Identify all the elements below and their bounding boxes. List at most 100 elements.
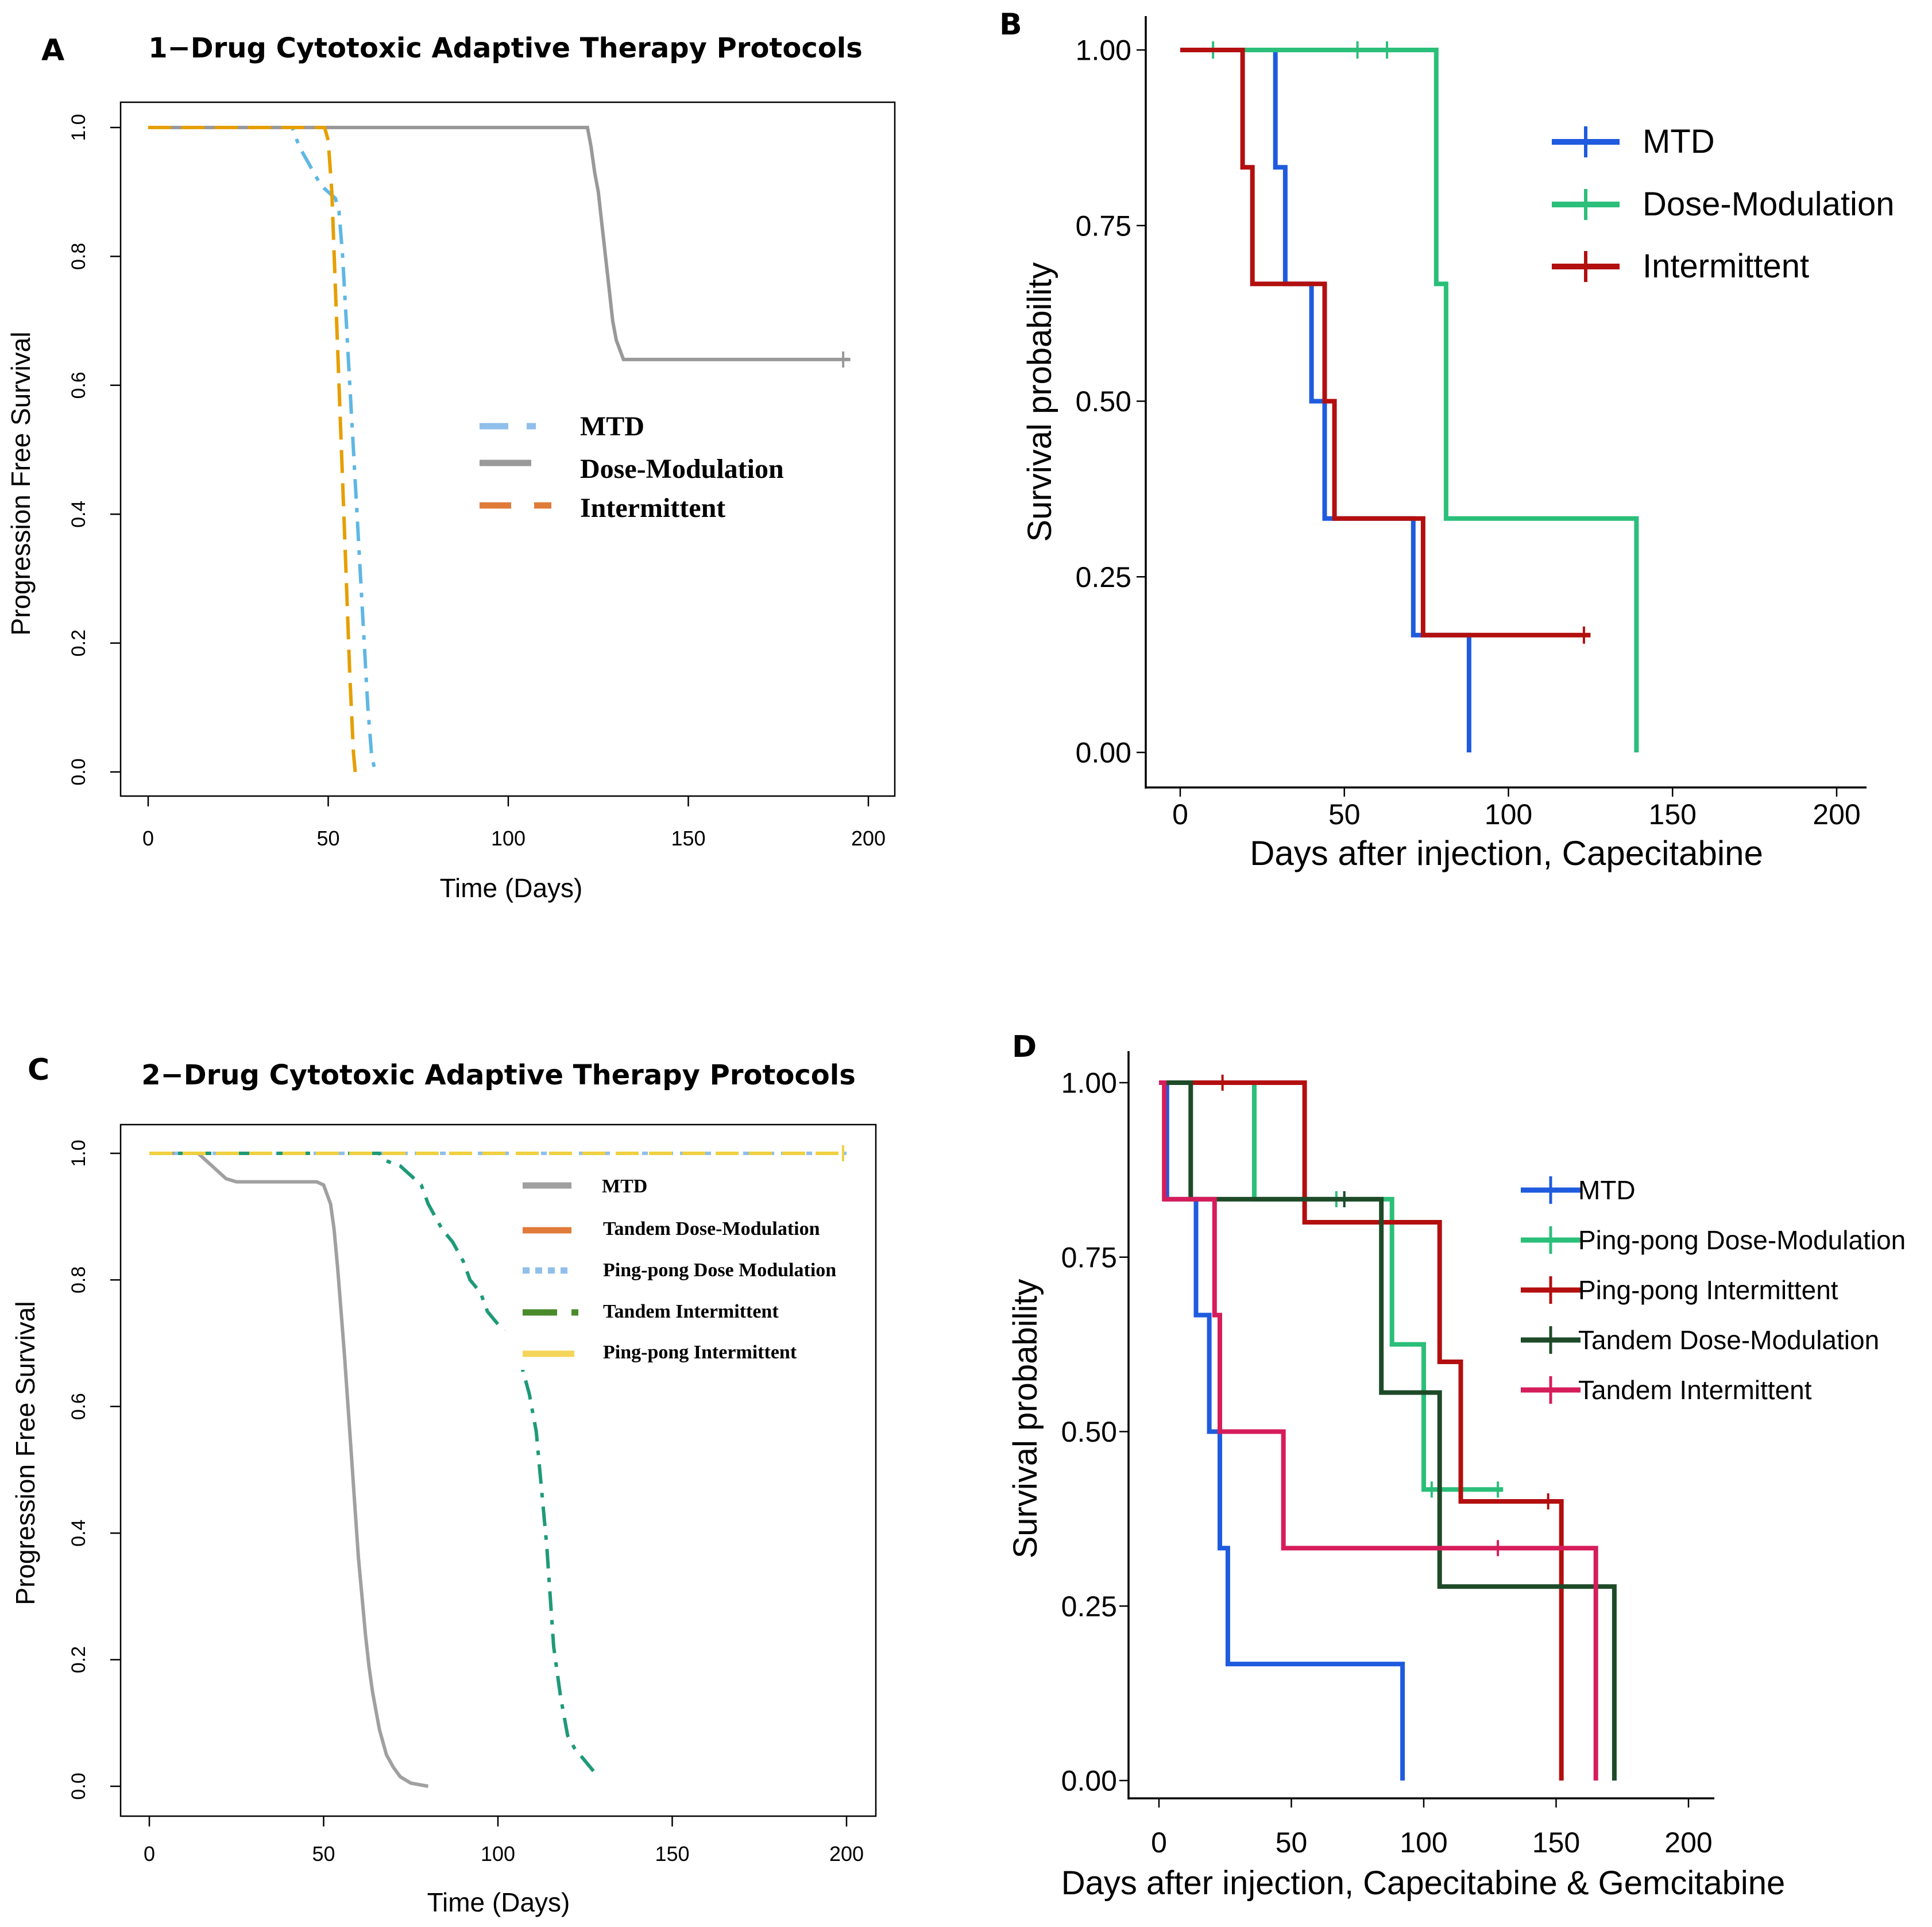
panel-b-xtick-label: 100 bbox=[1485, 798, 1532, 831]
panel-a-ytick-label: 1.0 bbox=[68, 114, 90, 141]
panel-a-legend: MTD Dose-Modulation Intermittent bbox=[480, 411, 784, 523]
panel-a-series-mtd bbox=[148, 126, 377, 773]
panel-a-x-axis: 0 50 100 150 200 bbox=[142, 796, 886, 850]
panel-c-xtick-label: 0 bbox=[144, 1842, 155, 1866]
panel-d-series-ping-pong-dose-modulation bbox=[1159, 1080, 1504, 1492]
panel-b-series-intermittent bbox=[1180, 48, 1591, 638]
panel-a-xlabel: Time (Days) bbox=[440, 873, 583, 903]
panel-a-ytick-label: 0.8 bbox=[68, 243, 90, 270]
panel-c-ytick-label: 0.0 bbox=[68, 1772, 90, 1799]
panel-c-xtick-label: 100 bbox=[481, 1842, 515, 1866]
legend-label-ping-pong-dose-modulation: Ping-pong Dose Modulation bbox=[603, 1260, 836, 1281]
panel-c-ylabel: Progression Free Survival bbox=[10, 1301, 40, 1605]
panel-a-series-dose-modulation bbox=[148, 126, 851, 361]
panel-b-xtick-label: 150 bbox=[1649, 798, 1697, 831]
panel-b-ytick-label: 1.00 bbox=[1076, 34, 1131, 67]
panel-b-xtick-label: 0 bbox=[1172, 798, 1188, 831]
panel-d-xtick-label: 100 bbox=[1400, 1826, 1447, 1859]
panel-a-xtick-label: 100 bbox=[491, 827, 525, 850]
legend-label-intermittent: Intermittent bbox=[1643, 248, 1809, 285]
panel-a-ylabel: Progression Free Survival bbox=[6, 331, 36, 635]
panel-d-xtick-label: 50 bbox=[1276, 1826, 1308, 1859]
panel-b-ytick-label: 0.75 bbox=[1076, 210, 1131, 242]
panel-b-xtick-label: 200 bbox=[1813, 798, 1860, 831]
panel-d-ytick-label: 1.00 bbox=[1061, 1067, 1117, 1099]
panel-c-xlabel: Time (Days) bbox=[427, 1887, 570, 1917]
legend-tandem-intermittent-label: Tandem Intermittent bbox=[1578, 1375, 1812, 1405]
panel-d-legend: MTD Ping-pong Dose-Modulation Ping-pong In… bbox=[1521, 1175, 1906, 1405]
panel-d-ytick-label: 0.25 bbox=[1061, 1590, 1117, 1623]
panel-d-series-ping-pong-intermittent bbox=[1159, 1080, 1564, 1781]
panel-b-x-axis: 0 50 100 150 200 bbox=[1172, 787, 1861, 831]
panel-b-ytick-label: 0.50 bbox=[1076, 385, 1131, 418]
panel-a-xtick-label: 0 bbox=[142, 827, 154, 850]
panel-a-plot-box bbox=[119, 101, 896, 797]
legend-label-ping-pong-intermittent: Ping-pong Intermittent bbox=[603, 1342, 797, 1363]
panel-d-x-axis: 0 50 100 150 200 bbox=[1151, 1798, 1713, 1859]
panel-c-x-axis: 0 50 100 150 200 bbox=[144, 1816, 864, 1866]
panel-c-ytick-label: 0.2 bbox=[68, 1646, 90, 1673]
panel-b-xlabel: Days after injection, Capecitabine bbox=[1250, 834, 1763, 872]
panel-d: D 0.00 0.25 0.50 0.75 1.00 0 50 100 150 200 Days… bbox=[1007, 1030, 1906, 1902]
panel-d-xtick-label: 150 bbox=[1532, 1826, 1580, 1859]
legend-ping-pong-dose-modulation-label: Ping-pong Dose-Modulation bbox=[1578, 1225, 1906, 1255]
panel-c: C 2−Drug Cytotoxic Adaptive Therapy Prot… bbox=[10, 1053, 877, 1917]
panel-c-ytick-label: 1.0 bbox=[68, 1140, 90, 1167]
panel-a-xtick-label: 200 bbox=[851, 827, 886, 850]
panel-a: A 1−Drug Cytotoxic Adaptive Therapy Prot… bbox=[6, 32, 896, 903]
panel-d-y-axis: 0.00 0.25 0.50 0.75 1.00 bbox=[1061, 1067, 1129, 1797]
panel-b-series-mtd bbox=[1180, 48, 1471, 752]
panel-c-ytick-label: 0.8 bbox=[68, 1266, 90, 1293]
panel-b-series bbox=[1180, 41, 1639, 752]
panel-letter-b: B bbox=[999, 7, 1022, 42]
panel-b-ylabel: Survival probability bbox=[1021, 262, 1058, 542]
panel-c-y-axis: 0.0 0.2 0.4 0.6 0.8 1.0 bbox=[68, 1140, 121, 1800]
legend-tandem-dose-modulation-label: Tandem Dose-Modulation bbox=[1578, 1325, 1879, 1355]
panel-a-ytick-label: 0.0 bbox=[68, 758, 90, 785]
panel-d-ytick-label: 0.50 bbox=[1061, 1416, 1117, 1448]
legend-label-tandem-intermittent: Tandem Intermittent bbox=[603, 1301, 779, 1322]
legend-label-tandem-dose-modulation: Tandem Dose-Modulation bbox=[603, 1218, 820, 1239]
panel-a-series-intermittent bbox=[148, 126, 357, 773]
legend-label-dose-modulation: Dose-Modulation bbox=[1643, 186, 1894, 223]
panel-d-series-tandem-dose-modulation bbox=[1159, 1080, 1617, 1781]
panel-d-ytick-label: 0.75 bbox=[1061, 1241, 1117, 1273]
panel-c-ytick-label: 0.4 bbox=[68, 1520, 90, 1547]
panel-a-ytick-label: 0.4 bbox=[68, 501, 90, 528]
legend-label-dose-modulation: Dose-Modulation bbox=[580, 454, 784, 484]
legend-mtd-label: MTD bbox=[1578, 1175, 1636, 1205]
panel-d-series-tandem-intermittent bbox=[1159, 1080, 1598, 1781]
legend-label-mtd: MTD bbox=[1643, 123, 1715, 160]
panel-d-xtick-label: 200 bbox=[1664, 1826, 1712, 1859]
panel-letter-d: D bbox=[1012, 1030, 1037, 1064]
panel-a-ytick-label: 0.6 bbox=[68, 372, 90, 399]
panel-c-series bbox=[149, 1145, 847, 1788]
legend-label-mtd: MTD bbox=[602, 1176, 647, 1197]
panel-b-ytick-label: 0.25 bbox=[1076, 561, 1131, 593]
panel-b-y-axis: 0.00 0.25 0.50 0.75 1.00 bbox=[1076, 34, 1146, 769]
panel-c-legend: MTD Tandem Dose-Modulation Ping-pong Dos… bbox=[505, 1166, 873, 1370]
panel-d-xlabel: Days after injection, Capecitabine & Gem… bbox=[1061, 1864, 1786, 1902]
panel-b-series-dose-modulation bbox=[1180, 48, 1639, 752]
panel-b-xtick-label: 50 bbox=[1328, 798, 1361, 831]
panel-d-xtick-label: 0 bbox=[1151, 1826, 1167, 1859]
panel-a-xtick-label: 150 bbox=[671, 827, 705, 850]
panel-c-xtick-label: 200 bbox=[829, 1842, 864, 1866]
legend-ping-pong-intermittent-label: Ping-pong Intermittent bbox=[1578, 1275, 1838, 1305]
panel-c-ytick-label: 0.6 bbox=[68, 1393, 90, 1420]
panel-c-xtick-label: 50 bbox=[312, 1842, 335, 1866]
panel-a-title: 1−Drug Cytotoxic Adaptive Therapy Protoc… bbox=[148, 32, 863, 64]
panel-c-xtick-label: 150 bbox=[655, 1842, 689, 1866]
panel-letter-a: A bbox=[41, 33, 64, 68]
panel-a-ytick-label: 0.2 bbox=[68, 630, 90, 657]
panel-b-legend: MTD Dose-Modulation Intermittent bbox=[1552, 123, 1894, 285]
panel-a-y-axis: 0.0 0.2 0.4 0.6 0.8 1.0 bbox=[68, 114, 121, 786]
legend-label-mtd: MTD bbox=[580, 411, 644, 442]
panel-b-ytick-label: 0.00 bbox=[1076, 737, 1131, 769]
panel-c-series-mtd bbox=[149, 1152, 429, 1788]
panel-a-series bbox=[148, 126, 851, 773]
legend-label-intermittent: Intermittent bbox=[580, 493, 725, 523]
panel-a-xtick-label: 50 bbox=[316, 827, 339, 850]
panel-c-title: 2−Drug Cytotoxic Adaptive Therapy Protoc… bbox=[141, 1059, 856, 1091]
